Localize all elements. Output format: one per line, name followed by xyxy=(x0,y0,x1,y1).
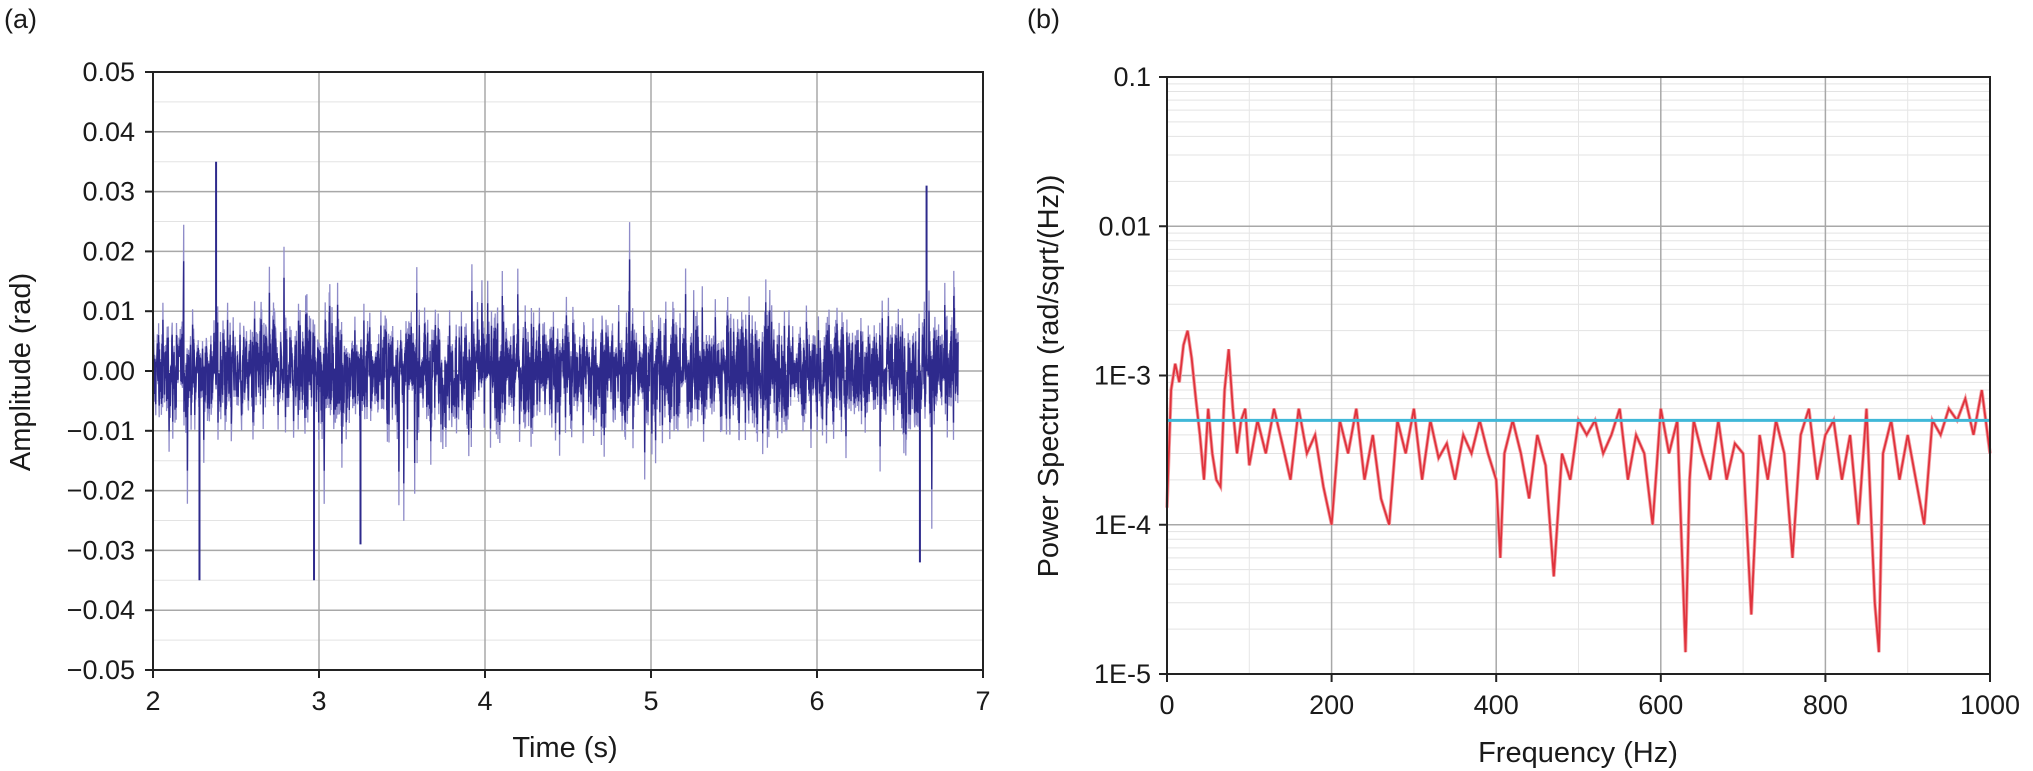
x-tick-label: 1000 xyxy=(1960,690,2020,720)
x-ticks-b: 0 200 400 600 800 1000 xyxy=(1159,674,2020,720)
x-tick-label: 400 xyxy=(1474,690,1519,720)
y-tick-label: 0.01 xyxy=(1098,211,1151,241)
y-tick-label: −0.03 xyxy=(67,535,135,565)
x-tick-label: 200 xyxy=(1309,690,1354,720)
y-tick-label: 0.04 xyxy=(82,117,135,147)
y-tick-label: 1E-5 xyxy=(1094,659,1151,689)
y-ticks-b: 0.1 0.01 1E-3 1E-4 1E-5 xyxy=(1094,62,1167,689)
chart-panel-a: 0.05 0.04 0.03 0.02 0.01 0.00 −0.01 −0.02 −0.03 −… xyxy=(5,57,991,764)
y-axis-label-a: Amplitude (rad) xyxy=(5,273,37,471)
y-tick-label: 0.00 xyxy=(82,356,135,386)
y-tick-label: 1E-3 xyxy=(1094,361,1151,391)
series-line xyxy=(152,259,959,490)
y-tick-label: −0.01 xyxy=(67,416,135,446)
panel-a-label: (a) xyxy=(4,4,37,34)
y-axis-label-b: Power Spectrum (rad/sqrt/(Hz)) xyxy=(1033,175,1065,578)
y-tick-label: −0.02 xyxy=(67,476,135,506)
x-ticks-a: 2 3 4 5 6 7 xyxy=(145,670,991,716)
x-tick-label: 800 xyxy=(1803,690,1848,720)
x-tick-label: 2 xyxy=(145,686,160,716)
y-tick-label: 1E-4 xyxy=(1094,510,1151,540)
x-tick-label: 7 xyxy=(975,686,990,716)
y-tick-label: 0.01 xyxy=(82,296,135,326)
y-tick-label: 0.02 xyxy=(82,236,135,266)
y-tick-label: 0.03 xyxy=(82,177,135,207)
x-tick-label: 6 xyxy=(809,686,824,716)
x-tick-label: 3 xyxy=(311,686,326,716)
spectrum-line xyxy=(1166,330,1991,653)
series-b xyxy=(1165,330,1992,653)
x-axis-label-b: Frequency (Hz) xyxy=(1478,737,1678,769)
x-tick-label: 600 xyxy=(1638,690,1683,720)
x-tick-label: 5 xyxy=(643,686,658,716)
y-tick-label: −0.04 xyxy=(67,595,135,625)
y-tick-label: 0.1 xyxy=(1113,62,1151,92)
y-ticks-a: 0.05 0.04 0.03 0.02 0.01 0.00 −0.01 −0.02 −0.03 −… xyxy=(67,57,153,685)
x-tick-label: 4 xyxy=(477,686,492,716)
y-tick-label: 0.05 xyxy=(82,57,135,87)
x-axis-label-a: Time (s) xyxy=(512,732,617,764)
series-a xyxy=(152,161,959,581)
x-tick-label: 0 xyxy=(1159,690,1174,720)
y-tick-label: −0.05 xyxy=(67,655,135,685)
panel-b-label: (b) xyxy=(1027,4,1060,34)
chart-panel-b: 0.1 0.01 1E-3 1E-4 1E-5 0 200 400 600 800 1000 Fr… xyxy=(1033,62,2020,769)
